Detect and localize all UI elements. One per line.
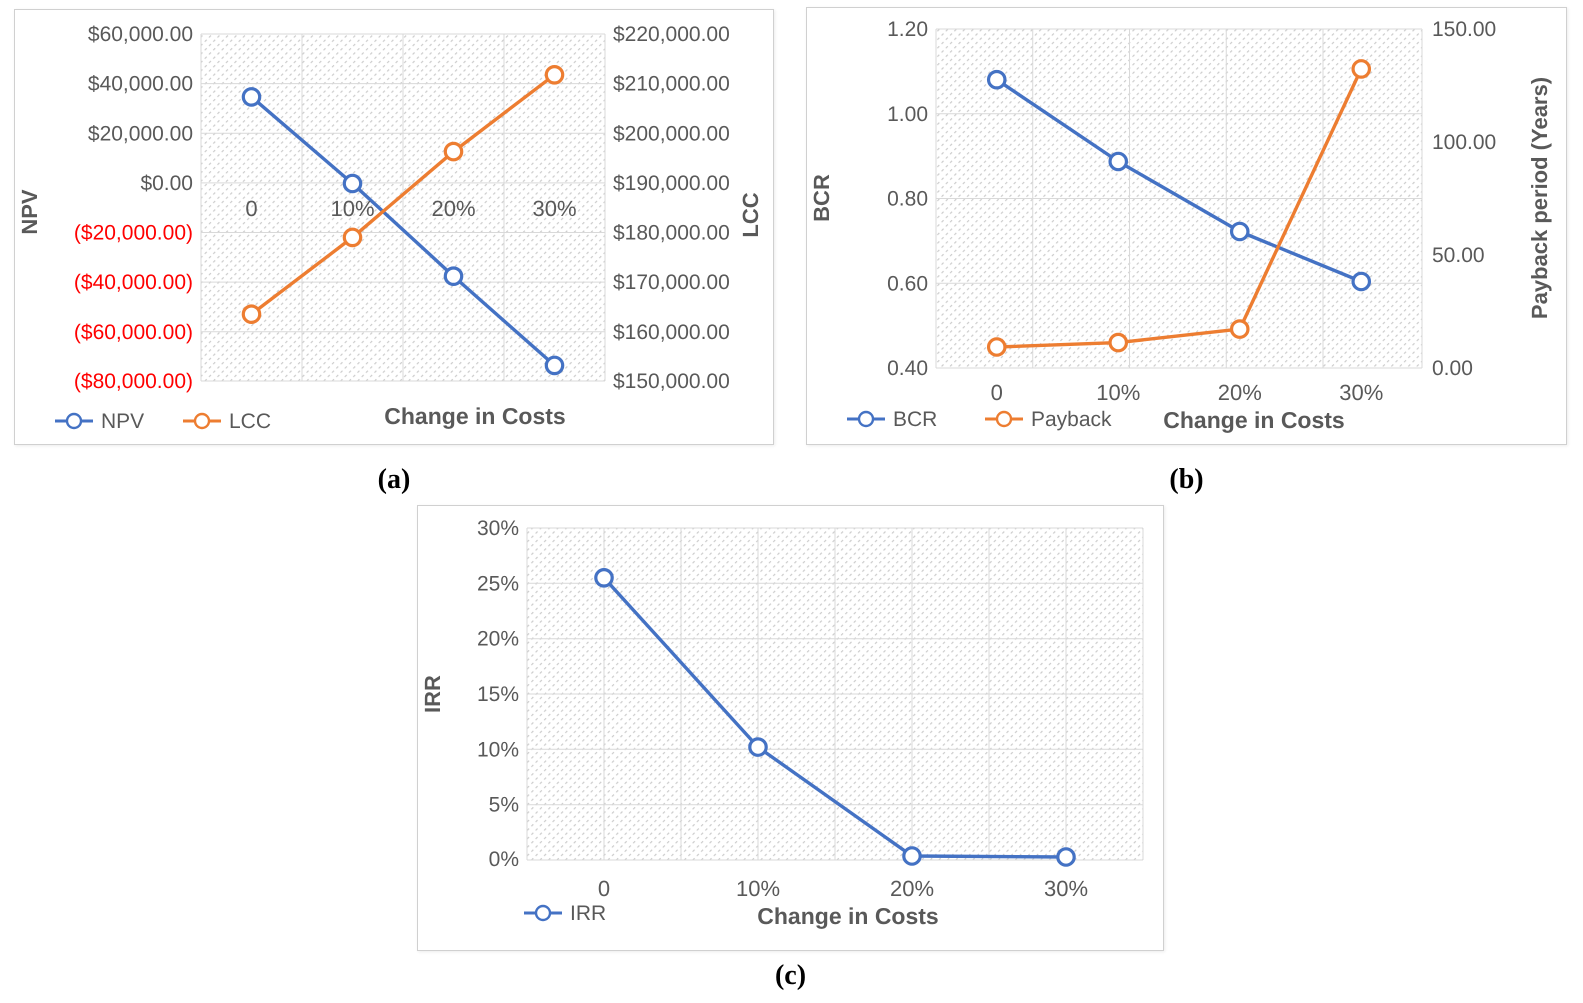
svg-text:10%: 10%: [330, 196, 374, 221]
svg-text:0.40: 0.40: [887, 357, 928, 380]
svg-text:$150,000.00: $150,000.00: [613, 370, 730, 393]
svg-text:0: 0: [598, 876, 610, 901]
svg-text:25%: 25%: [477, 572, 519, 595]
svg-text:$200,000.00: $200,000.00: [613, 122, 730, 145]
svg-text:30%: 30%: [1339, 380, 1383, 405]
svg-text:Payback period (Years): Payback period (Years): [1527, 77, 1552, 319]
svg-text:30%: 30%: [532, 196, 576, 221]
svg-text:LCC: LCC: [738, 192, 763, 237]
svg-text:($60,000.00): ($60,000.00): [74, 321, 193, 344]
svg-text:$170,000.00: $170,000.00: [613, 271, 730, 294]
svg-text:1.00: 1.00: [887, 103, 928, 126]
svg-text:10%: 10%: [477, 738, 519, 761]
svg-text:0%: 0%: [489, 848, 519, 871]
svg-text:0.60: 0.60: [887, 272, 928, 295]
svg-text:10%: 10%: [736, 876, 780, 901]
svg-text:IRR: IRR: [570, 902, 606, 925]
svg-text:150.00: 150.00: [1432, 18, 1496, 41]
svg-text:$180,000.00: $180,000.00: [613, 222, 730, 245]
svg-text:LCC: LCC: [229, 410, 271, 433]
svg-text:$60,000.00: $60,000.00: [88, 23, 193, 46]
svg-text:1.20: 1.20: [887, 18, 928, 41]
svg-text:($20,000.00): ($20,000.00): [74, 222, 193, 245]
svg-text:Change in Costs: Change in Costs: [384, 403, 565, 429]
svg-text:$0.00: $0.00: [140, 172, 193, 195]
svg-text:20%: 20%: [1218, 380, 1262, 405]
svg-text:$40,000.00: $40,000.00: [88, 73, 193, 96]
svg-text:$220,000.00: $220,000.00: [613, 23, 730, 46]
svg-text:0.80: 0.80: [887, 188, 928, 211]
svg-text:BCR: BCR: [809, 174, 834, 222]
svg-text:Payback: Payback: [1031, 408, 1112, 431]
svg-text:Change in Costs: Change in Costs: [757, 903, 938, 929]
svg-text:$160,000.00: $160,000.00: [613, 321, 730, 344]
svg-text:10%: 10%: [1096, 380, 1140, 405]
svg-text:BCR: BCR: [893, 408, 937, 431]
svg-text:5%: 5%: [489, 794, 519, 817]
svg-text:30%: 30%: [477, 517, 519, 540]
svg-text:0.00: 0.00: [1432, 357, 1473, 380]
svg-text:0: 0: [245, 196, 257, 221]
svg-text:Change in Costs: Change in Costs: [1163, 407, 1344, 433]
svg-text:30%: 30%: [1044, 876, 1088, 901]
svg-text:20%: 20%: [431, 196, 475, 221]
svg-text:50.00: 50.00: [1432, 244, 1485, 267]
svg-text:NPV: NPV: [101, 410, 144, 433]
svg-text:IRR: IRR: [420, 675, 445, 713]
svg-text:($80,000.00): ($80,000.00): [74, 370, 193, 393]
svg-text:20%: 20%: [477, 628, 519, 651]
svg-text:NPV: NPV: [17, 189, 42, 235]
svg-text:$210,000.00: $210,000.00: [613, 73, 730, 96]
svg-text:($40,000.00): ($40,000.00): [74, 271, 193, 294]
svg-text:$20,000.00: $20,000.00: [88, 122, 193, 145]
svg-text:15%: 15%: [477, 683, 519, 706]
svg-text:20%: 20%: [890, 876, 934, 901]
svg-text:$190,000.00: $190,000.00: [613, 172, 730, 195]
svg-text:0: 0: [991, 380, 1003, 405]
svg-text:100.00: 100.00: [1432, 131, 1496, 154]
